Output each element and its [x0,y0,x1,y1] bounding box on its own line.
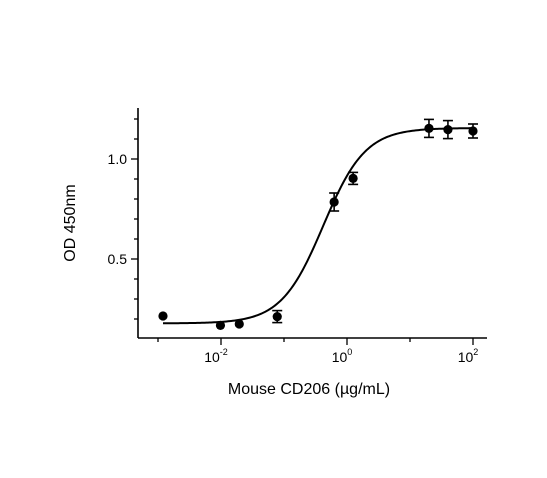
x-tick-label: 100 [332,347,353,365]
axis-ticks: 0.51.010-2 100 102 [108,118,479,365]
x-axis-title: Mouse CD206 (µg/mL) [228,381,390,398]
fit-curve [162,127,474,325]
x-tick-label: 102 [458,347,479,365]
data-point [329,197,339,207]
axes [137,108,487,339]
x-tick-label-exponent: 2 [473,347,478,357]
x-tick-label-exponent: -2 [220,347,228,357]
data-point [468,126,478,136]
data-point [158,311,168,321]
data-point [234,319,244,329]
data-point [348,173,358,183]
data-point [443,125,453,135]
y-axis-title: OD 450nm [62,184,79,261]
x-tick-label: 10-2 [204,347,228,365]
data-point [424,123,434,133]
data-points [158,118,478,330]
x-tick-label-base: 10 [332,349,348,365]
x-tick-label-base: 10 [204,349,220,365]
x-tick-label-exponent: 0 [347,347,352,357]
data-point [272,312,282,322]
y-tick-label: 1.0 [108,151,128,167]
x-tick-label-base: 10 [458,349,474,365]
data-point [215,320,226,330]
y-tick-label: 0.5 [108,251,128,267]
fit-curve-group [162,127,474,325]
